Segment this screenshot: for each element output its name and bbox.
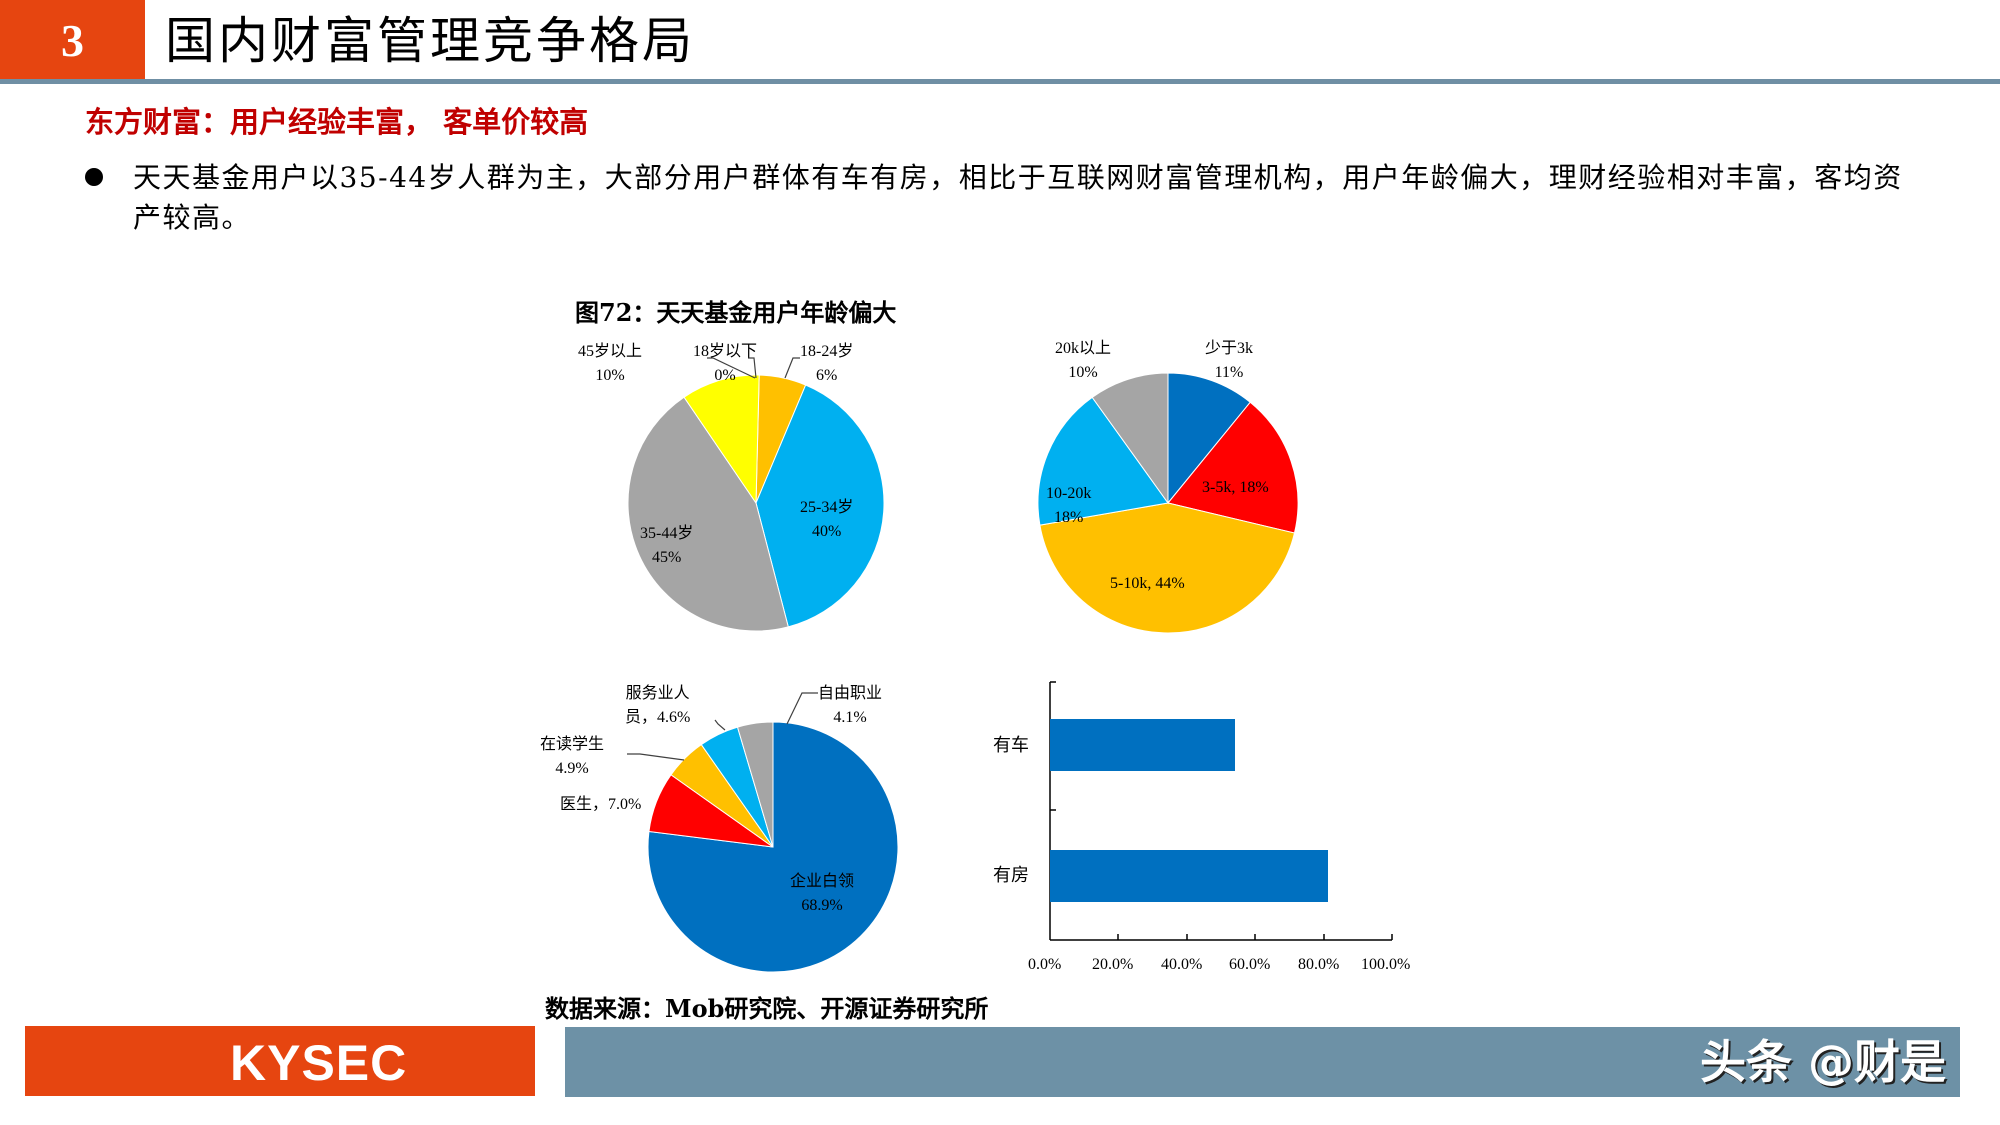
occ-label-white-collar: 企业白领 68.9%: [790, 870, 854, 918]
kysec-logo: KYSEC: [230, 1035, 408, 1091]
title-divider: [0, 79, 2000, 84]
bullet-text: 天天基金用户以35-44岁人群为主，大部分用户群体有车有房，相比于互联网财富管理…: [133, 161, 1903, 234]
label-value: 4.9%: [555, 760, 589, 777]
income-label-20k-plus: 20k以上 10%: [1055, 337, 1111, 385]
watermark: 头条 @财是: [1700, 1035, 1947, 1089]
x-tick-80: 80.0%: [1298, 956, 1340, 973]
label-value: 4.1%: [833, 709, 867, 726]
label-name: 少于3k: [1205, 340, 1254, 357]
pie-slice: [1039, 502, 1296, 634]
label-name: 3-5k, 18%: [1202, 479, 1269, 496]
bar-has-house: [1050, 850, 1328, 902]
bar-category-house: 有房: [993, 865, 1029, 885]
x-tick-100: 100.0%: [1361, 956, 1411, 973]
data-source: 数据来源：Mob研究院、开源证券研究所: [545, 994, 989, 1023]
occ-label-doctor: 医生，7.0%: [560, 793, 641, 817]
label-name: 18岁以下: [693, 343, 758, 360]
occ-label-service: 服务业人员，4.6%: [625, 682, 690, 730]
income-label-3-5k: 3-5k, 18%: [1202, 476, 1269, 500]
label-name: 自由职业: [818, 685, 883, 702]
footer-brand-bar: [25, 1026, 535, 1096]
income-label-under3k: 少于3k 11%: [1205, 337, 1253, 385]
label-value: 68.9%: [801, 897, 843, 914]
label-value: 6%: [816, 367, 838, 384]
label-name: 服务业人: [625, 685, 690, 702]
section-number-badge: 3: [0, 0, 145, 80]
label-value: 0%: [714, 367, 736, 384]
label-name: 35-44岁: [640, 525, 694, 542]
label-name: 25-34岁: [800, 499, 854, 516]
pie-slice: [627, 396, 789, 632]
label-value: 40%: [812, 523, 842, 540]
pie-slice: [1167, 372, 1251, 505]
age-label-25-34: 25-34岁 40%: [800, 496, 853, 544]
label-name: 医生，7.0%: [560, 796, 642, 813]
label-value: 18%: [1054, 509, 1084, 526]
label-name: 10-20k: [1046, 485, 1092, 502]
income-label-5-10k: 5-10k, 44%: [1110, 572, 1185, 596]
label-value: 员，4.6%: [625, 709, 691, 726]
pie-slice: [683, 374, 760, 505]
pie-slice: [1091, 372, 1169, 505]
bullet-icon: [85, 168, 103, 186]
occupation-pie-slices: [647, 721, 899, 973]
bar-category-car: 有车: [993, 735, 1029, 755]
x-tick-0: 0.0%: [1028, 956, 1062, 973]
label-value: 45%: [652, 549, 682, 566]
label-name: 18-24岁: [800, 343, 854, 360]
pie-slice: [1037, 396, 1169, 526]
section-number: 3: [61, 14, 84, 66]
footer-bar: [565, 1027, 1960, 1097]
label-name: 45岁以上: [578, 343, 643, 360]
x-tick-20: 20.0%: [1092, 956, 1134, 973]
occ-label-freelance: 自由职业 4.1%: [818, 682, 882, 730]
x-tick-60: 60.0%: [1229, 956, 1271, 973]
label-name: 5-10k, 44%: [1110, 575, 1185, 592]
label-name: 企业白领: [790, 873, 855, 890]
age-label-under18: 18岁以下 0%: [693, 340, 757, 388]
age-label-45plus: 45岁以上 10%: [578, 340, 642, 388]
age-label-35-44: 35-44岁 45%: [640, 522, 693, 570]
bar-has-car: [1050, 719, 1235, 771]
age-label-18-24: 18-24岁 6%: [800, 340, 853, 388]
label-name: 在读学生: [540, 736, 605, 753]
label-value: 10%: [595, 367, 625, 384]
income-pie-slices: [1037, 372, 1299, 634]
page-title: 国内财富管理竞争格局: [165, 12, 695, 70]
age-pie-slices: [627, 374, 885, 632]
label-value: 11%: [1214, 364, 1244, 381]
figure-title: 图72：天天基金用户年龄偏大: [575, 298, 897, 327]
x-tick-40: 40.0%: [1161, 956, 1203, 973]
income-label-10-20k: 10-20k 18%: [1046, 482, 1091, 530]
section-subtitle: 东方财富：用户经验丰富， 客单价较高: [85, 105, 589, 139]
pie-slice: [736, 721, 774, 848]
label-name: 20k以上: [1055, 340, 1112, 357]
leader-lines: [627, 357, 818, 761]
occ-label-student: 在读学生 4.9%: [540, 733, 604, 781]
pie-slice: [1167, 401, 1299, 534]
pie-slice: [755, 384, 885, 628]
label-value: 10%: [1068, 364, 1098, 381]
